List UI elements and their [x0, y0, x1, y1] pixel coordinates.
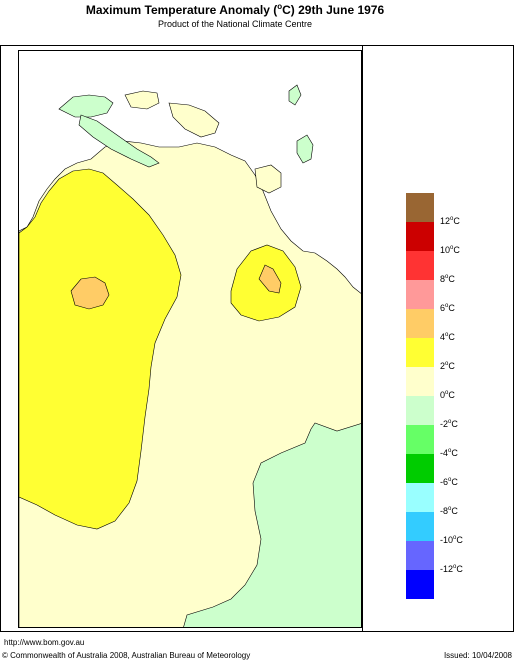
legend-swatch [406, 541, 434, 570]
legend-swatch [406, 309, 434, 338]
legend-label: -12oC [440, 564, 463, 574]
legend-divider [362, 45, 363, 632]
legend-label: 0oC [440, 390, 455, 400]
legend-swatch [406, 425, 434, 454]
legend-label: 4oC [440, 332, 455, 342]
legend-swatch [406, 193, 434, 222]
legend-label: 12oC [440, 216, 460, 226]
legend-label: 10oC [440, 245, 460, 255]
legend-color-bar [406, 193, 434, 601]
island-cobourg [124, 90, 160, 110]
island-melville [78, 114, 160, 168]
legend-swatch [406, 454, 434, 483]
legend-label: -4oC [440, 448, 458, 458]
legend-swatch [406, 570, 434, 599]
legend-label: -8oC [440, 506, 458, 516]
footer-issued-date: Issued: 10/04/2008 [443, 651, 512, 660]
island-tiwi [58, 94, 114, 118]
legend-label: 2oC [440, 361, 455, 371]
legend-swatch [406, 280, 434, 309]
footer-copyright: © Commonwealth of Australia 2008, Austra… [2, 651, 251, 660]
legend-label: -2oC [440, 419, 458, 429]
anomaly-minus-two-to-zero-se [183, 422, 361, 627]
island-croker [168, 102, 220, 138]
legend-label: 8oC [440, 274, 455, 284]
legend-swatch [406, 222, 434, 251]
legend-swatch [406, 338, 434, 367]
legend-label: 6oC [440, 303, 455, 313]
map-subtitle: Product of the National Climate Centre [157, 19, 313, 29]
island-east [296, 134, 314, 164]
footer-url[interactable]: http://www.bom.gov.au [4, 638, 85, 647]
anomaly-map [19, 84, 361, 627]
legend-swatch [406, 512, 434, 541]
map-panel [18, 50, 362, 628]
legend-swatch [406, 367, 434, 396]
island-groote [254, 164, 282, 194]
anomaly-two-to-four-west [19, 168, 182, 530]
legend-swatch [406, 396, 434, 425]
anomaly-four-to-six-west [70, 276, 110, 310]
island-wessel [288, 84, 302, 106]
map-title: Maximum Temperature Anomaly (oC) 29th Ju… [85, 2, 385, 17]
legend-swatch [406, 483, 434, 512]
legend-label: -6oC [440, 477, 458, 487]
legend-label: -10oC [440, 535, 463, 545]
map-frame [0, 45, 514, 632]
legend-swatch [406, 251, 434, 280]
anomaly-four-to-six-east [258, 264, 282, 294]
